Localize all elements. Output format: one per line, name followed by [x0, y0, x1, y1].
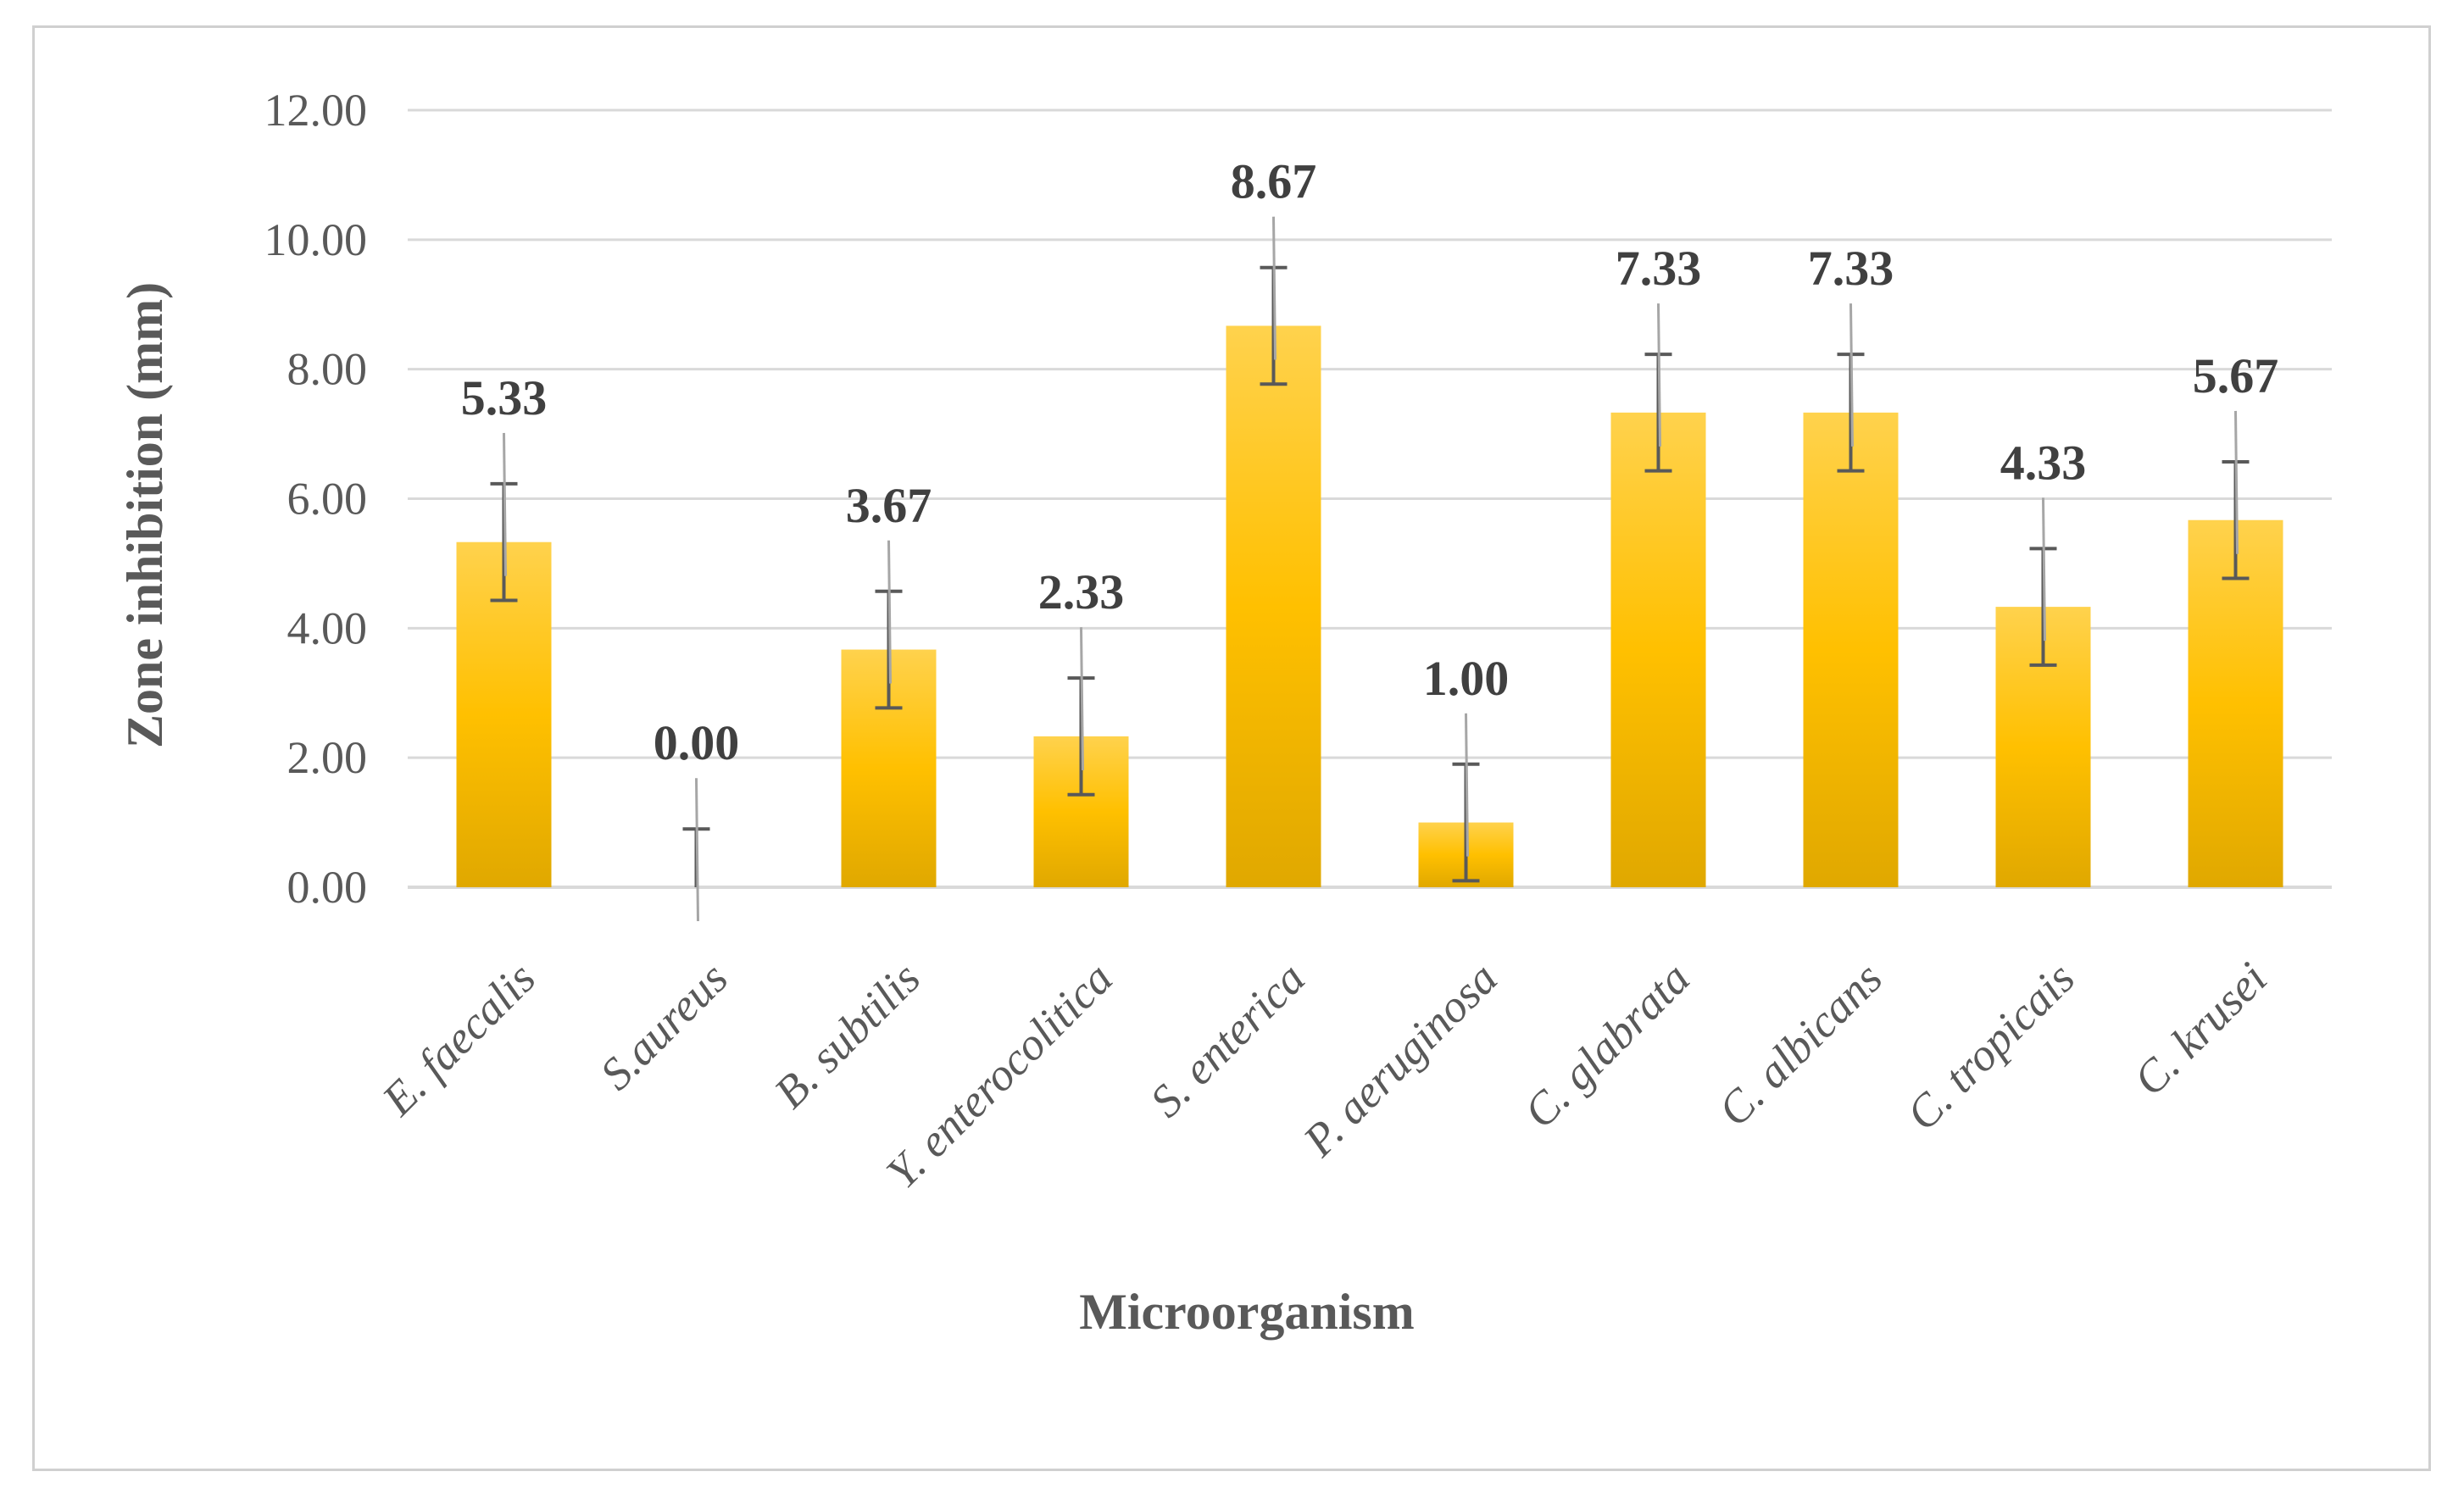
- bar-chart: 0.00 2.00 4.00 6.00 8.00 10.00 12.00 5.33 0.00 3…: [117, 85, 2332, 1340]
- data-label: 8.67: [1231, 154, 1317, 209]
- data-label: 5.33: [461, 370, 548, 425]
- bar: [1803, 412, 1899, 887]
- label-leader-line: [1272, 216, 1276, 360]
- data-label: 5.67: [2193, 348, 2279, 403]
- y-tick-label: 6.00: [287, 474, 368, 525]
- data-label: 4.33: [2000, 435, 2087, 490]
- label-leader-line: [503, 432, 507, 576]
- y-tick-label: 0.00: [287, 862, 368, 913]
- x-category-label: C. glabrata: [1514, 952, 1699, 1138]
- x-category-label: E. faecalis: [372, 952, 545, 1125]
- label-leader-line: [2234, 410, 2239, 554]
- data-labels: 5.33 0.00 3.67 2.33 8.67 1.00 7.33 7.33 4.33 5.67: [461, 154, 2279, 771]
- y-axis-title: Zone inhibition (mm): [117, 282, 173, 748]
- y-tick-label: 2.00: [287, 732, 368, 783]
- data-label: 7.33: [1616, 241, 1702, 296]
- x-category-label: B. subtilis: [765, 952, 930, 1118]
- data-label: 1.00: [1423, 651, 1510, 706]
- label-leader-line: [1849, 303, 1854, 447]
- label-leader-line: [2042, 497, 2046, 641]
- data-label: 3.67: [846, 478, 932, 533]
- x-category-label: C. tropicais: [1897, 952, 2084, 1140]
- x-category-label: C. albicans: [1709, 952, 1892, 1136]
- bar: [2188, 519, 2283, 887]
- y-tick-label: 12.00: [264, 85, 368, 136]
- x-category-label: C. krusei: [2124, 952, 2277, 1105]
- bar: [1610, 412, 1706, 887]
- y-tick-label: 4.00: [287, 603, 368, 653]
- x-category-label: S. enterica: [1140, 952, 1315, 1127]
- data-label: 0.00: [654, 715, 740, 770]
- error-bars: [490, 216, 2250, 922]
- label-leader-line: [887, 540, 892, 684]
- bars: [456, 325, 2283, 887]
- label-leader-line: [1080, 627, 1084, 770]
- label-leader-line: [695, 778, 699, 922]
- x-axis-title: Microorganism: [1079, 1284, 1414, 1340]
- x-category-label: S.aureus: [590, 952, 737, 1100]
- y-tick-label: 10.00: [264, 214, 368, 265]
- data-label: 7.33: [1808, 241, 1894, 296]
- x-category-label: P. aeruginosa: [1293, 952, 1507, 1166]
- bar: [1226, 325, 1321, 887]
- label-leader-line: [1465, 713, 1469, 857]
- chart-frame: 0.00 2.00 4.00 6.00 8.00 10.00 12.00 5.33 0.00 3…: [32, 25, 2431, 1471]
- y-axis-ticks: 0.00 2.00 4.00 6.00 8.00 10.00 12.00: [264, 85, 368, 913]
- label-leader-line: [1657, 303, 1661, 447]
- data-label: 2.33: [1038, 564, 1125, 619]
- y-tick-label: 8.00: [287, 344, 368, 395]
